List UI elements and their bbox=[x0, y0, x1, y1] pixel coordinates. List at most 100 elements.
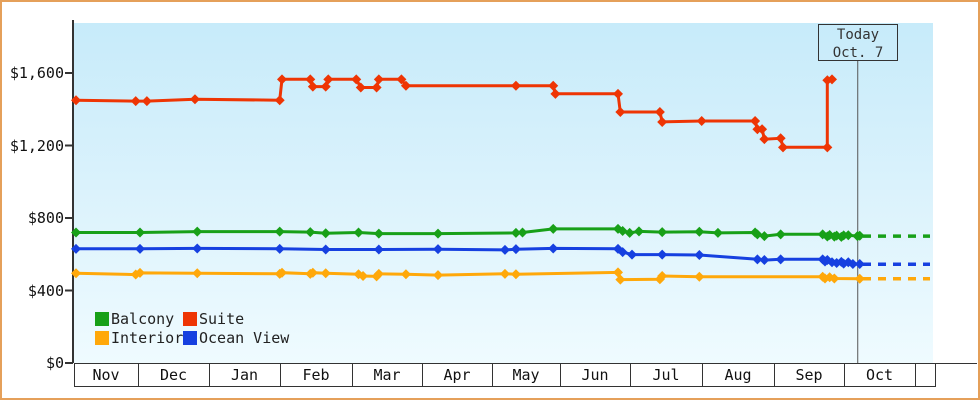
data-point-marker-interior bbox=[433, 270, 443, 281]
data-point-marker-interior bbox=[510, 269, 521, 280]
data-point-marker-balcony bbox=[320, 228, 331, 239]
series-line-balcony bbox=[76, 227, 860, 239]
data-point-marker-ocean-view bbox=[694, 249, 705, 260]
data-point-marker-suite bbox=[775, 133, 786, 144]
data-point-marker-suite bbox=[323, 74, 334, 85]
data-point-marker-suite bbox=[355, 82, 366, 93]
data-point-marker-interior bbox=[192, 268, 203, 279]
balcony-color-swatch bbox=[95, 312, 109, 326]
month-label-jul: Jul bbox=[652, 366, 680, 384]
data-point-marker-suite bbox=[307, 81, 318, 92]
data-point-marker-suite bbox=[373, 74, 384, 85]
month-label-mar: Mar bbox=[373, 366, 401, 384]
data-point-marker-interior bbox=[71, 268, 81, 279]
month-label-may: May bbox=[512, 366, 540, 384]
data-point-marker-interior bbox=[307, 267, 318, 278]
today-marker-box: Today Oct. 7 bbox=[818, 24, 898, 61]
data-point-marker-interior bbox=[358, 271, 369, 281]
data-point-marker-balcony bbox=[517, 227, 528, 238]
data-point-marker-ocean-view bbox=[548, 243, 559, 254]
data-point-marker-ocean-view bbox=[657, 249, 668, 260]
data-point-marker-suite bbox=[750, 116, 761, 127]
ocean-view-color-swatch bbox=[183, 331, 197, 345]
data-point-marker-ocean-view bbox=[775, 254, 786, 265]
data-point-marker-suite bbox=[400, 80, 411, 91]
data-point-marker-balcony bbox=[775, 229, 786, 240]
data-point-marker-suite bbox=[371, 82, 382, 93]
data-point-marker-suite bbox=[654, 106, 665, 117]
data-point-marker-suite bbox=[396, 74, 407, 85]
data-point-marker-balcony bbox=[353, 227, 364, 238]
data-point-marker-ocean-view bbox=[373, 244, 384, 255]
data-point-marker-ocean-view bbox=[320, 244, 331, 255]
data-point-marker-suite bbox=[759, 134, 770, 145]
data-point-marker-balcony bbox=[617, 226, 628, 237]
month-label-jun: Jun bbox=[581, 366, 609, 384]
data-point-marker-ocean-view bbox=[627, 249, 637, 260]
legend-item-ocean-view: Ocean View bbox=[183, 329, 290, 347]
data-point-marker-balcony bbox=[305, 227, 316, 238]
data-point-marker-ocean-view bbox=[847, 259, 858, 270]
data-point-marker-balcony bbox=[854, 230, 865, 241]
data-point-marker-suite bbox=[351, 74, 362, 85]
data-point-marker-interior bbox=[829, 273, 840, 284]
data-point-marker-suite bbox=[550, 88, 561, 99]
month-label-dec: Dec bbox=[159, 366, 188, 384]
data-point-marker-interior bbox=[615, 274, 626, 285]
data-point-marker-balcony bbox=[510, 227, 521, 238]
data-point-marker-ocean-view bbox=[759, 255, 770, 266]
data-point-marker-interior bbox=[320, 268, 331, 279]
series-line-suite bbox=[75, 77, 833, 149]
data-point-marker-interior bbox=[657, 271, 668, 281]
month-label-nov: Nov bbox=[92, 366, 120, 384]
data-point-marker-balcony bbox=[633, 226, 644, 237]
data-point-marker-balcony bbox=[274, 226, 285, 237]
data-point-marker-interior bbox=[277, 267, 287, 278]
data-point-marker-interior bbox=[400, 269, 411, 280]
data-point-marker-balcony bbox=[71, 227, 81, 238]
legend-label-suite: Suite bbox=[199, 310, 245, 328]
data-point-marker-suite bbox=[657, 116, 668, 127]
data-point-marker-ocean-view bbox=[499, 244, 510, 255]
month-label-feb: Feb bbox=[302, 366, 330, 384]
data-point-marker-ocean-view bbox=[433, 244, 443, 255]
data-point-marker-suite bbox=[277, 74, 287, 85]
today-label: Today bbox=[836, 27, 880, 43]
data-point-marker-interior bbox=[373, 268, 384, 279]
data-point-marker-balcony bbox=[712, 227, 723, 238]
data-point-marker-suite bbox=[71, 95, 81, 106]
legend-label-ocean-view: Ocean View bbox=[199, 329, 290, 347]
data-point-marker-balcony bbox=[752, 229, 763, 240]
data-point-marker-interior bbox=[499, 268, 510, 279]
data-point-marker-suite bbox=[757, 124, 768, 135]
month-label-sep: Sep bbox=[795, 366, 823, 384]
data-point-marker-suite bbox=[822, 142, 833, 153]
month-label-aug: Aug bbox=[724, 366, 752, 384]
data-point-marker-balcony bbox=[373, 228, 384, 239]
series-line-ocean-view bbox=[76, 246, 860, 266]
legend-label-interior: Interior bbox=[111, 329, 184, 347]
data-point-marker-suite bbox=[548, 80, 559, 91]
month-label-apr: Apr bbox=[443, 366, 471, 384]
data-point-marker-balcony bbox=[759, 231, 770, 242]
data-point-marker-suite bbox=[613, 88, 623, 99]
data-point-marker-suite bbox=[274, 95, 285, 106]
legend-item-interior: Interior bbox=[95, 329, 184, 347]
y-axis-tick-label: $400 bbox=[27, 281, 64, 300]
data-point-marker-interior bbox=[135, 267, 145, 278]
data-point-marker-suite bbox=[189, 94, 200, 105]
legend-item-balcony: Balcony bbox=[95, 310, 183, 328]
legend-item-suite: Suite bbox=[183, 310, 289, 328]
data-point-marker-balcony bbox=[548, 223, 559, 234]
data-point-marker-ocean-view bbox=[752, 254, 763, 265]
data-point-marker-balcony bbox=[624, 227, 635, 238]
y-axis-tick-label: $800 bbox=[27, 209, 64, 227]
data-point-marker-ocean-view bbox=[192, 243, 203, 254]
data-point-marker-ocean-view bbox=[71, 243, 81, 254]
data-point-marker-balcony bbox=[192, 226, 203, 237]
data-point-marker-interior bbox=[694, 271, 705, 282]
legend: Balcony Suite Interior Ocean View bbox=[95, 310, 290, 347]
data-point-marker-ocean-view bbox=[617, 247, 628, 258]
data-point-marker-suite bbox=[696, 116, 707, 127]
